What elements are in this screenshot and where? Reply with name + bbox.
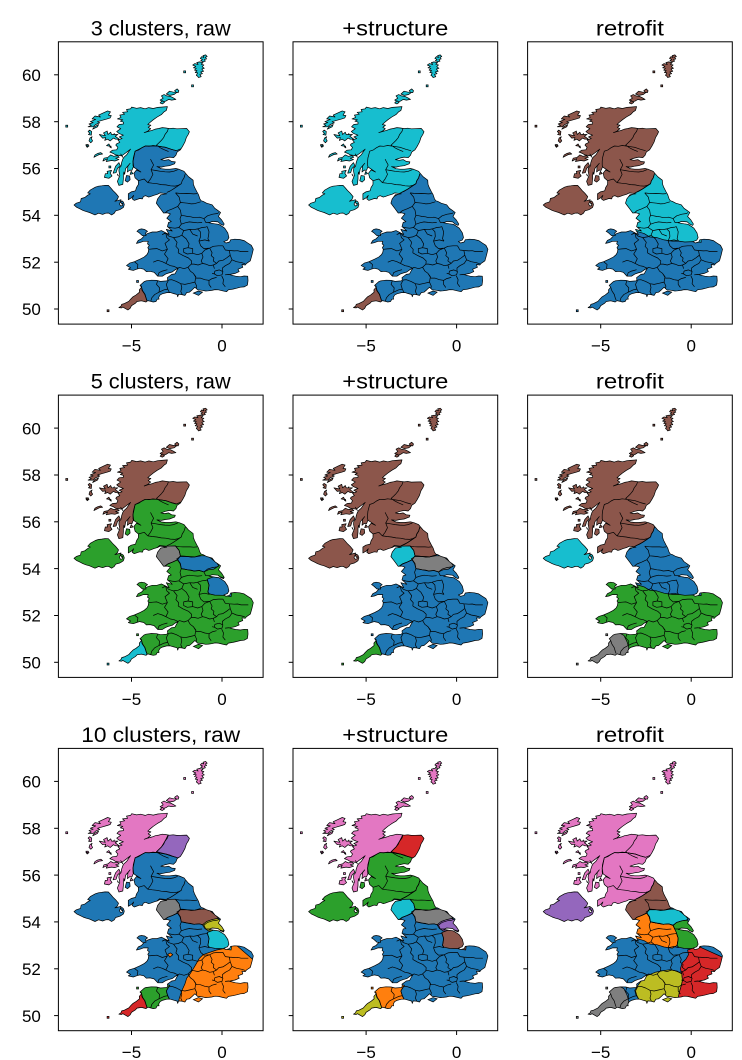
svg-text:0: 0 (686, 690, 695, 709)
svg-text:0: 0 (452, 690, 461, 709)
svg-text:0: 0 (452, 1043, 461, 1060)
svg-text:56: 56 (22, 866, 41, 885)
svg-text:−5: −5 (356, 690, 375, 709)
svg-text:0: 0 (217, 337, 226, 356)
svg-text:0: 0 (217, 690, 226, 709)
svg-text:52: 52 (22, 960, 41, 979)
svg-text:0: 0 (686, 1043, 695, 1060)
svg-text:retrofit: retrofit (596, 17, 664, 40)
svg-text:60: 60 (22, 66, 41, 85)
svg-text:60: 60 (22, 419, 41, 438)
svg-text:52: 52 (22, 253, 41, 272)
svg-text:+structure: +structure (342, 17, 448, 40)
svg-text:50: 50 (22, 1007, 41, 1026)
svg-text:58: 58 (22, 466, 41, 485)
svg-text:54: 54 (22, 560, 41, 579)
svg-text:50: 50 (22, 654, 41, 673)
svg-text:−5: −5 (591, 337, 610, 356)
svg-text:−5: −5 (591, 1043, 610, 1060)
svg-text:0: 0 (686, 337, 695, 356)
svg-text:−5: −5 (591, 690, 610, 709)
svg-text:50: 50 (22, 300, 41, 319)
svg-text:−5: −5 (122, 1043, 141, 1060)
svg-text:54: 54 (22, 913, 41, 932)
svg-text:54: 54 (22, 207, 41, 226)
svg-text:58: 58 (22, 113, 41, 132)
svg-text:−5: −5 (122, 690, 141, 709)
svg-text:56: 56 (22, 160, 41, 179)
svg-text:56: 56 (22, 513, 41, 532)
svg-text:3 clusters, raw: 3 clusters, raw (91, 17, 232, 40)
svg-text:−5: −5 (356, 337, 375, 356)
svg-text:58: 58 (22, 820, 41, 839)
svg-text:+structure: +structure (342, 724, 448, 747)
svg-text:5 clusters, raw: 5 clusters, raw (91, 371, 232, 394)
svg-text:0: 0 (217, 1043, 226, 1060)
svg-text:retrofit: retrofit (596, 724, 664, 747)
svg-text:−5: −5 (356, 1043, 375, 1060)
svg-text:0: 0 (452, 337, 461, 356)
svg-text:+structure: +structure (342, 371, 448, 394)
svg-text:10 clusters, raw: 10 clusters, raw (81, 724, 241, 747)
svg-text:52: 52 (22, 607, 41, 626)
svg-text:−5: −5 (122, 337, 141, 356)
svg-text:60: 60 (22, 773, 41, 792)
svg-text:retrofit: retrofit (596, 371, 664, 394)
